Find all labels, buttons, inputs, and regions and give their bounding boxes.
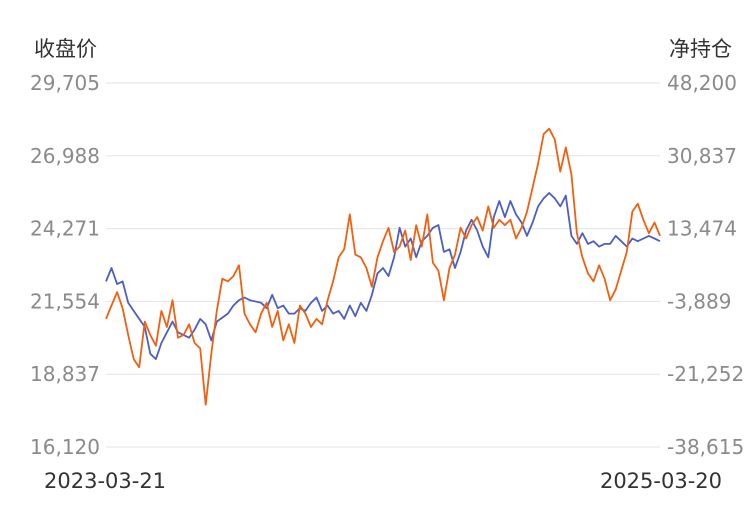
right-tick-label: 30,837 [667,144,737,168]
series-line-2 [105,127,661,406]
left-tick-label: 18,837 [30,362,100,386]
left-tick-label: 24,271 [30,217,100,241]
right-axis-title: 净持仓 [669,37,732,61]
x-start-label: 2023-03-21 [44,469,166,493]
right-tick-label: 13,474 [667,217,737,241]
series-line-1 [105,192,661,360]
left-tick-label: 29,705 [30,71,100,95]
right-tick-label: -21,252 [667,362,744,386]
right-tick-label: -38,615 [667,435,744,459]
right-tick-label: -3,889 [667,289,731,313]
left-tick-label: 26,988 [30,144,100,168]
left-tick-label: 16,120 [30,435,100,459]
right-tick-label: 48,200 [667,71,737,95]
x-end-label: 2025-03-20 [600,469,722,493]
left-axis-title: 收盘价 [34,37,97,61]
left-tick-label: 21,554 [30,289,100,313]
